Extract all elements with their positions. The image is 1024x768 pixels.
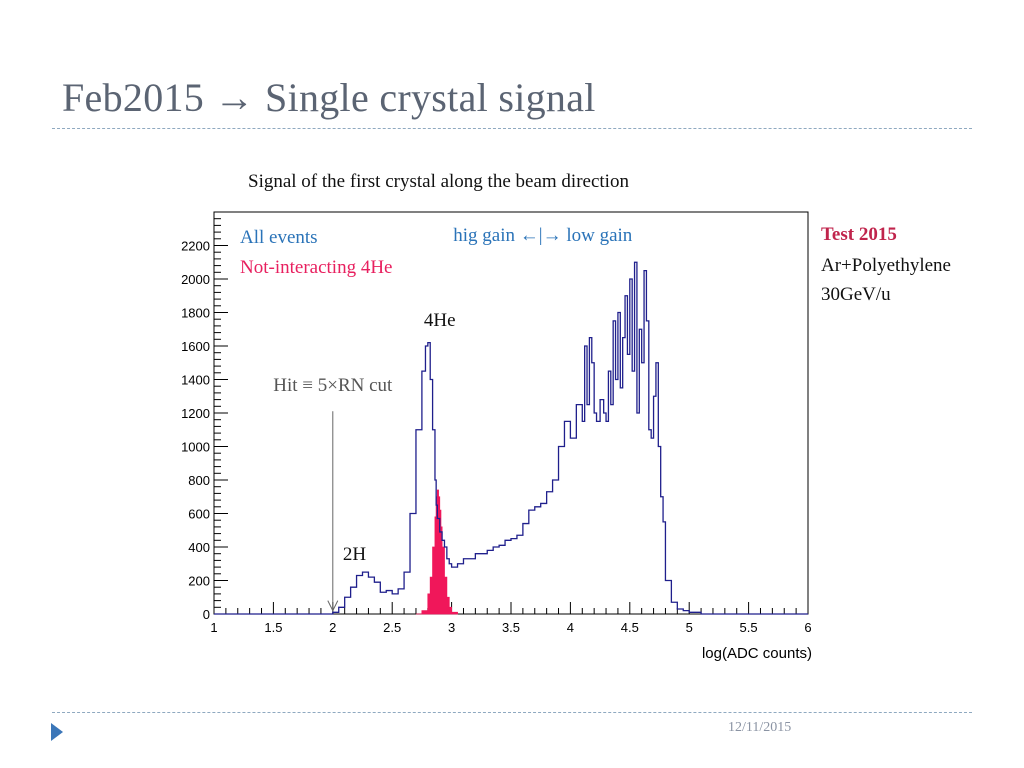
y-tick-label: 1000 xyxy=(181,440,210,455)
series-layer xyxy=(214,261,808,615)
legend-entry-all-events: All events xyxy=(240,227,318,248)
x-axis-title: log(ADC counts) xyxy=(702,645,812,662)
target-label: Ar+Polyethylene xyxy=(821,255,951,276)
hit-cut-arrowhead-icon xyxy=(327,600,339,612)
y-tick-label: 2200 xyxy=(181,239,210,254)
slide-title: Feb2015 → Single crystal signal xyxy=(62,75,596,120)
x-tick-label: 5.5 xyxy=(740,620,758,635)
x-tick-label: 2 xyxy=(329,620,336,635)
annotation-gain: hig gain ←|→ low gain xyxy=(453,225,633,246)
y-tick-label: 400 xyxy=(188,540,210,555)
series-all-events xyxy=(214,261,808,615)
y-tick-label: 200 xyxy=(188,574,210,589)
y-tick-label: 1200 xyxy=(181,406,210,421)
test-label: Test 2015 xyxy=(821,224,897,245)
x-tick-label: 6 xyxy=(804,620,811,635)
y-tick-label: 0 xyxy=(203,607,210,622)
y-tick-label: 600 xyxy=(188,507,210,522)
x-tick-label: 4.5 xyxy=(621,620,639,635)
y-tick-label: 800 xyxy=(188,473,210,488)
annotation-layer: 4He 2H Hit ≡ 5×RN cut hig gain ←|→ low gain xyxy=(273,225,633,612)
y-tick-label: 2000 xyxy=(181,272,210,287)
footer-divider xyxy=(52,712,972,713)
x-tick-label: 3 xyxy=(448,620,455,635)
x-tick-label: 3.5 xyxy=(502,620,520,635)
x-tick-label: 1 xyxy=(210,620,217,635)
energy-label: 30GeV/u xyxy=(821,284,891,305)
series-not-interacting-4he xyxy=(415,489,458,615)
annotation-4he: 4He xyxy=(424,310,456,331)
x-tick-label: 5 xyxy=(686,620,693,635)
plot-title: Signal of the first crystal along the be… xyxy=(248,171,629,192)
x-tick-label: 4 xyxy=(567,620,574,635)
annotation-2h: 2H xyxy=(343,544,367,565)
legend-entry-not-interacting-4he: Not-interacting 4He xyxy=(240,257,392,278)
annotation-hit-cut: Hit ≡ 5×RN cut xyxy=(273,375,393,396)
x-tick-label: 2.5 xyxy=(383,620,401,635)
y-axis: 0 200 400 600 800 1000 1200 1400 1600 1800 2000 220… xyxy=(181,211,228,622)
y-tick-label: 1400 xyxy=(181,373,210,388)
x-axis: 1 1.5 2 2.5 3 3.5 4 4.5 5 5.5 6 xyxy=(210,602,812,635)
title-divider xyxy=(52,128,972,129)
footer-date: 12/11/2015 xyxy=(728,720,792,735)
x-tick-label: 1.5 xyxy=(264,620,282,635)
y-tick-label: 1800 xyxy=(181,306,210,321)
y-tick-label: 1600 xyxy=(181,339,210,354)
next-slide-arrow-icon[interactable] xyxy=(51,723,63,741)
